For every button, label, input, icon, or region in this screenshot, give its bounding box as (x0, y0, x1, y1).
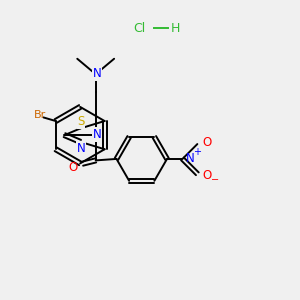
Text: O: O (68, 161, 77, 174)
Text: N: N (93, 67, 102, 80)
Text: Cl: Cl (134, 22, 146, 34)
Text: O: O (203, 169, 212, 182)
Text: N: N (93, 128, 102, 141)
Text: N: N (186, 152, 195, 165)
Text: O: O (203, 136, 212, 149)
Text: −: − (211, 175, 219, 185)
Text: N: N (76, 142, 85, 155)
Text: S: S (77, 116, 85, 128)
Text: +: + (193, 147, 201, 158)
Text: H: H (171, 22, 180, 34)
Text: Br: Br (34, 110, 46, 120)
